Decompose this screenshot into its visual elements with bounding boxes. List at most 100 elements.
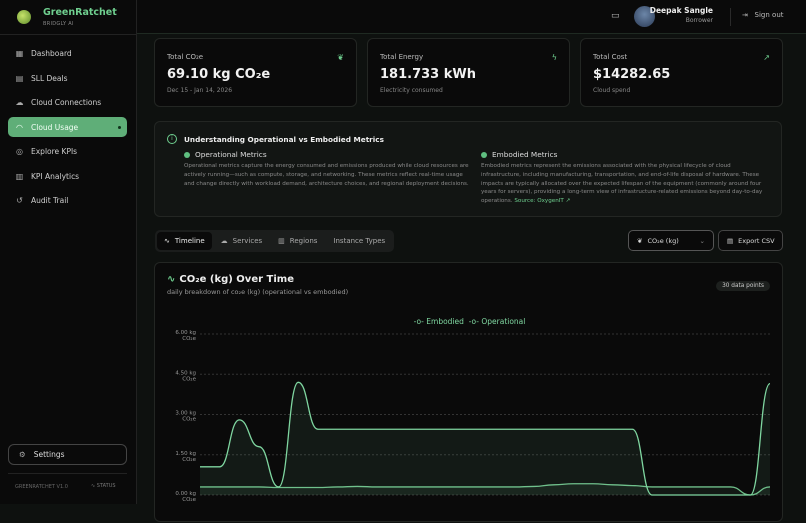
operational-heading: Operational Metrics [184, 150, 267, 159]
activity-icon: ∿ [167, 274, 176, 285]
info-title: Understanding Operational vs Embodied Me… [184, 135, 384, 144]
info-icon: i [167, 134, 177, 144]
chart-title: ∿ CO₂e (kg) Over Time [167, 274, 294, 285]
history-icon: ↺ [16, 195, 23, 205]
legend-item-operational[interactable]: -o- Operational [469, 317, 526, 326]
kpi-card-total-co2e: Total CO₂e ❦ 69.10 kg CO₂e Dec 15 - Jan … [154, 38, 357, 107]
area-embodied [200, 483, 770, 495]
gear-icon: ⚙ [19, 450, 26, 459]
sidebar-item-label: Cloud Usage [31, 122, 79, 132]
sign-out-icon: ⇥ [742, 11, 751, 19]
chart-legend: -o- Embodied -o- Operational [155, 317, 784, 326]
kpi-label: Total Energy [380, 53, 424, 61]
timeline-chart: 0.00 kg CO₂e 1.50 kg CO₂e 3.00 kg CO₂e 4.50 kg… [175, 330, 771, 503]
tab-label: Timeline [174, 237, 205, 245]
monitor-icon[interactable]: ▭ [611, 11, 620, 21]
kpi-label: Total Cost [593, 53, 628, 61]
bar-chart-icon: ▥ [15, 171, 24, 181]
activity-icon: ∿ [164, 237, 170, 245]
tab-label: Services [232, 237, 263, 245]
active-dot [118, 125, 121, 129]
tab-label: Instance Types [333, 237, 386, 245]
gauge-icon: ◠ [16, 122, 23, 132]
divider [0, 34, 137, 35]
legend-label: Operational [481, 317, 526, 326]
export-csv-button[interactable]: ▤ Export CSV [718, 230, 783, 251]
divider [8, 473, 127, 474]
sign-out-label: Sign out [754, 11, 784, 19]
operational-dot [184, 152, 190, 158]
sidebar-item-label: Explore KPIs [31, 146, 78, 156]
embodied-dot [481, 152, 487, 158]
sidebar-item-cloud-connections[interactable]: ☁ Cloud Connections [8, 92, 127, 112]
leaf-icon: ❦ [337, 53, 344, 62]
avatar[interactable] [634, 6, 655, 27]
chevron-down-icon: ⌄ [699, 236, 705, 245]
legend-item-embodied[interactable]: -o- Embodied [414, 317, 464, 326]
sidebar-item-explore-kpis[interactable]: ◎ Explore KPIs [8, 141, 127, 161]
activity-icon: ∿ [91, 483, 97, 489]
app-version: GREENRATCHET V1.0 [15, 484, 68, 490]
status-link[interactable]: ∿ STATUS [91, 483, 116, 489]
chart-subtitle: daily breakdown of co₂e (kg) (operationa… [167, 288, 349, 296]
y-tick-label: 6.00 kg CO₂e [175, 330, 196, 342]
area-operational [200, 382, 770, 495]
kpi-value: 69.10 kg CO₂e [167, 67, 271, 82]
chart-title-text: CO₂e (kg) Over Time [179, 274, 294, 285]
kpi-subtitle: Cloud spend [593, 87, 631, 94]
document-icon: ▤ [15, 73, 24, 83]
grid-icon: ▦ [15, 48, 24, 58]
line-embodied [199, 483, 771, 496]
settings-button[interactable]: ⚙ Settings [8, 444, 127, 465]
tab-timeline[interactable]: ∿ Timeline [157, 232, 212, 250]
kpi-subtitle: Electricity consumed [380, 87, 443, 94]
status-label: STATUS [96, 483, 116, 489]
top-header: ▭ Deepak Sangle Borrower ⇥ Sign out [137, 0, 806, 34]
sidebar: GreenRatchet BRIDGLY AI ▦ Dashboard ▤ SLL … [0, 0, 137, 504]
tab-label: Regions [289, 237, 318, 245]
embodied-text: Embodied metrics represent the emissions… [481, 163, 763, 205]
tab-regions[interactable]: ▥ Regions [271, 232, 324, 250]
sidebar-item-dashboard[interactable]: ▦ Dashboard [8, 43, 127, 63]
settings-label: Settings [33, 450, 65, 459]
y-tick-label: 3.00 kg CO₂e [175, 411, 196, 423]
bar-chart-icon: ▥ [278, 237, 285, 245]
legend-label: Embodied [426, 317, 464, 326]
sign-out-button[interactable]: ⇥ Sign out [742, 11, 784, 19]
brand-name: GreenRatchet [43, 7, 117, 18]
brand-logo-icon [17, 10, 31, 24]
operational-text: Operational metrics capture the energy c… [184, 163, 469, 187]
embodied-text-block: Embodied metrics represent the emissions… [481, 162, 771, 206]
data-points-badge: 30 data points [716, 281, 770, 291]
line-operational [200, 381, 771, 496]
y-tick-label: 4.50 kg CO₂e [175, 370, 196, 382]
sidebar-item-kpi-analytics[interactable]: ▥ KPI Analytics [8, 166, 127, 186]
target-icon: ◎ [16, 146, 23, 156]
external-link-icon: ↗ [565, 198, 571, 205]
chart-card: ∿ CO₂e (kg) Over Time daily breakdown of … [154, 262, 783, 522]
embodied-title: Embodied Metrics [492, 150, 558, 159]
kpi-card-total-energy: Total Energy ϟ 181.733 kWh Electricity c… [367, 38, 570, 107]
divider [730, 8, 731, 26]
cloud-icon: ☁ [15, 97, 24, 107]
metrics-info-panel: i Understanding Operational vs Embodied … [154, 121, 782, 217]
tab-instance-types[interactable]: Instance Types [326, 232, 392, 250]
embodied-heading: Embodied Metrics [481, 150, 557, 159]
source-link[interactable]: Source: OxygenIT ↗ [514, 198, 570, 204]
y-tick-label: 0.00 kg CO₂e [175, 491, 196, 503]
kpi-value: 181.733 kWh [380, 67, 476, 82]
metric-select[interactable]: ❦ CO₂e (kg) ⌄ [628, 230, 714, 251]
sidebar-item-label: Dashboard [31, 48, 72, 58]
metric-select-value: CO₂e (kg) [647, 236, 679, 245]
sidebar-item-audit-trail[interactable]: ↺ Audit Trail [8, 190, 127, 210]
sidebar-item-label: KPI Analytics [31, 171, 80, 181]
tab-services[interactable]: ☁ Services [214, 232, 270, 250]
sidebar-item-sll-deals[interactable]: ▤ SLL Deals [8, 68, 127, 88]
legend-line-icon: -o- [468, 317, 479, 326]
file-icon: ▤ [727, 236, 734, 245]
y-tick-label: 1.50 kg CO₂e [175, 451, 196, 463]
operational-title: Operational Metrics [195, 150, 267, 159]
sidebar-item-label: SLL Deals [31, 73, 68, 83]
sidebar-item-cloud-usage[interactable]: ◠ Cloud Usage [8, 117, 127, 137]
source-link-label[interactable]: Source: OxygenIT [514, 198, 564, 205]
